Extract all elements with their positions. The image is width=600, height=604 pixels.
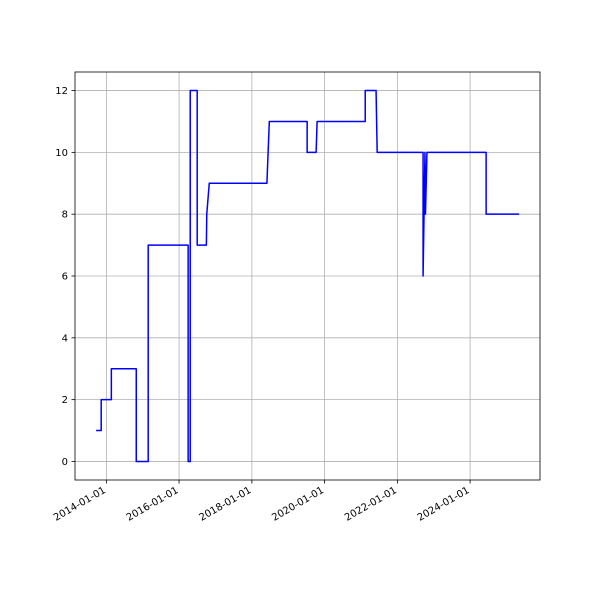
x-tick-label: 2018-01-01 (198, 485, 254, 524)
y-tick-label: 10 (55, 148, 68, 159)
y-tick-label: 0 (62, 457, 68, 468)
y-tick-label: 4 (62, 333, 68, 344)
y-tick-label: 8 (62, 210, 68, 221)
x-tick-label: 2020-01-01 (270, 485, 326, 524)
plot-frame (74, 71, 541, 481)
x-tick-label: 2014-01-01 (52, 485, 108, 524)
x-tick-label: 2022-01-01 (343, 485, 399, 524)
data-line (96, 89, 520, 463)
x-tick-label: 2024-01-01 (416, 485, 472, 524)
y-tick-label: 12 (55, 86, 68, 97)
y-tick-label: 2 (62, 395, 68, 406)
x-tick-label: 2016-01-01 (125, 485, 181, 524)
y-tick-label: 6 (62, 272, 68, 283)
